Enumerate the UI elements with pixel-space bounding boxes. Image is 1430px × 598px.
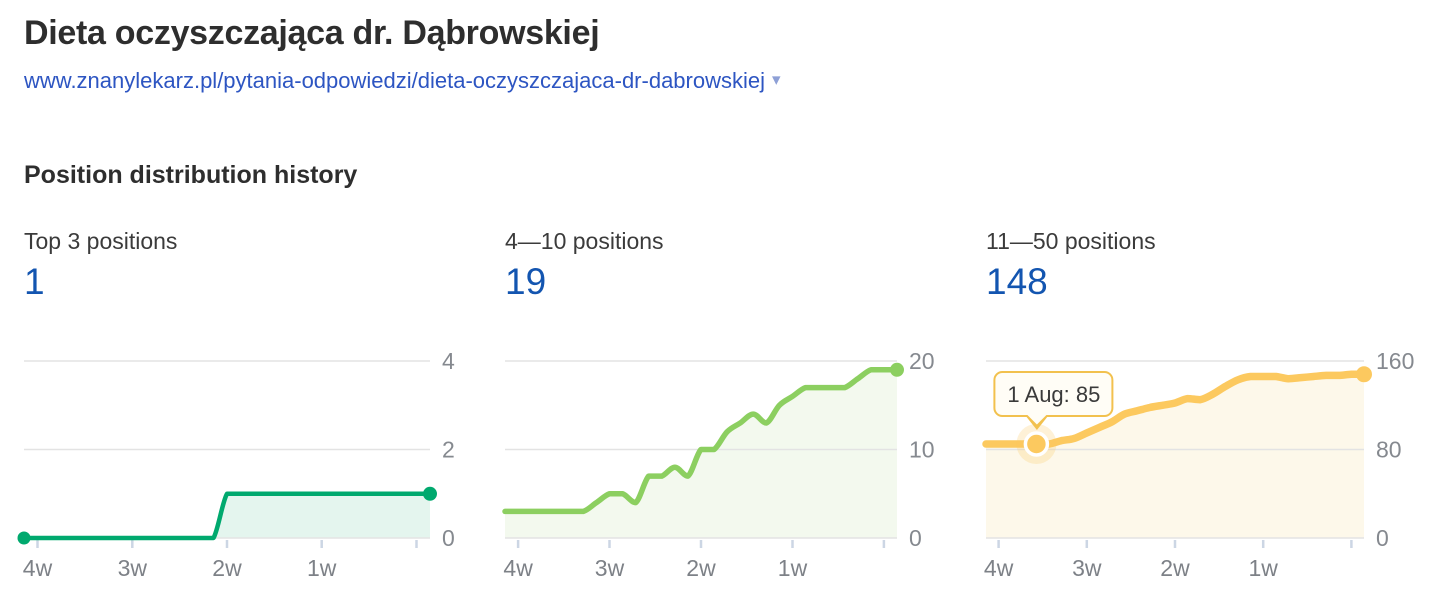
x-tick-label: 1w (1248, 555, 1278, 581)
x-tick-label: 4w (23, 555, 53, 581)
x-tick-label: 2w (1160, 555, 1190, 581)
area-fill (986, 373, 1364, 538)
x-tick-label: 3w (1072, 555, 1102, 581)
y-tick-label: 0 (442, 525, 455, 551)
tooltip-box (993, 370, 1114, 417)
panel-current-value: 148 (986, 260, 1048, 302)
area-fill (24, 493, 430, 538)
11-50-positions-chart[interactable]: 0 80 160 4w 3w 2w 1w 1 Aug: 85 (982, 347, 1422, 597)
series-line (502, 366, 900, 514)
page-title: Dieta oczyszczająca dr. Dąbrowskiej (24, 14, 600, 52)
x-tick-label: 4w (984, 555, 1014, 581)
series-line (21, 491, 433, 540)
y-tick-label: 4 (442, 348, 455, 374)
x-tick-label: 3w (118, 555, 148, 581)
dropdown-caret-icon[interactable]: ▾ (772, 69, 781, 89)
panel-title: 4—10 positions (505, 227, 664, 254)
panel-4-10-positions: 4—10 positions 19 0 10 20 4w 3w 2w 1w (502, 227, 941, 597)
y-tick-label: 160 (1376, 348, 1414, 374)
top-3-positions-chart[interactable]: 0 2 4 4w 3w 2w 1w (17, 347, 460, 597)
position-distribution-panels: Top 3 positions 1 0 2 4 4w 3w 2w 1w 4—10 posit… (17, 227, 1430, 597)
highlight-dot[interactable] (1023, 430, 1050, 457)
series-start-dot (17, 531, 31, 544)
y-tick-label: 2 (442, 436, 455, 462)
panel-current-value: 1 (24, 260, 45, 302)
tooltip-pointer (1026, 414, 1047, 424)
panel-top-3-positions: Top 3 positions 1 0 2 4 4w 3w 2w 1w (17, 227, 460, 597)
tooltip-label: 1 Aug: 85 (1007, 382, 1100, 407)
x-tick-label: 3w (595, 555, 625, 581)
series-end-dot (1356, 365, 1372, 382)
x-tick-label: 1w (307, 555, 337, 581)
y-tick-label: 80 (1376, 436, 1402, 462)
4-10-positions-chart[interactable]: 0 10 20 4w 3w 2w 1w (502, 347, 941, 597)
x-tick-label: 2w (686, 555, 716, 581)
y-tick-label: 0 (1376, 525, 1389, 551)
url-row: www.znanylekarz.pl/pytania-odpowiedzi/di… (24, 67, 1430, 95)
panel-11-50-positions: 11—50 positions 148 0 80 160 4w 3w 2w 1w 1 Aug:… (982, 227, 1414, 597)
x-tick-label: 2w (212, 555, 242, 581)
y-tick-label: 0 (909, 525, 922, 551)
panel-title: Top 3 positions (24, 227, 178, 254)
series-end-dot (423, 486, 437, 501)
panel-title: 11—50 positions (986, 227, 1156, 254)
y-tick-label: 20 (909, 348, 935, 374)
section-title: Position distribution history (24, 160, 358, 189)
site-url-link[interactable]: www.znanylekarz.pl/pytania-odpowiedzi/di… (24, 67, 765, 93)
panel-current-value: 19 (505, 260, 547, 302)
y-tick-label: 10 (909, 436, 935, 462)
series-end-dot (890, 362, 904, 377)
x-tick-label: 1w (778, 555, 808, 581)
x-tick-label: 4w (503, 555, 533, 581)
